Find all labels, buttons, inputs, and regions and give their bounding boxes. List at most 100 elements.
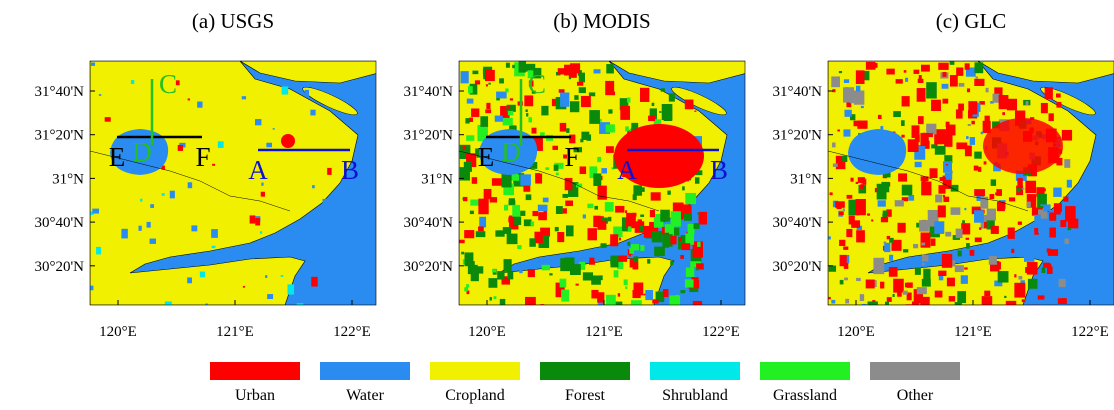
landcover-patch — [490, 297, 492, 300]
landcover-patch — [984, 161, 987, 164]
landcover-patch — [561, 290, 569, 302]
landcover-patch — [297, 303, 304, 310]
landcover-patch — [1043, 204, 1050, 211]
landcover-patch — [475, 266, 483, 273]
landcover-patch — [918, 116, 924, 124]
landcover-patch — [1026, 101, 1029, 105]
landcover-patch — [874, 63, 877, 68]
landcover-patch — [140, 199, 142, 202]
legend-swatch — [430, 362, 520, 380]
landcover-patch — [694, 235, 698, 241]
landcover-patch — [908, 195, 914, 201]
landcover-patch — [514, 265, 520, 270]
landcover-patch — [961, 275, 968, 284]
landcover-patch — [886, 69, 894, 75]
landcover-patch — [844, 278, 848, 281]
landcover-patch — [598, 186, 607, 200]
landcover-patch — [1038, 295, 1045, 299]
landcover-patch — [266, 143, 272, 147]
landcover-patch — [955, 265, 964, 272]
landcover-patch — [918, 79, 924, 83]
landcover-patch — [640, 225, 644, 231]
landcover-patch — [930, 168, 938, 178]
landcover-patch — [833, 163, 838, 166]
landcover-patch — [685, 193, 696, 204]
landcover-patch — [475, 80, 480, 84]
y-tick-label: 31°40'N — [772, 84, 822, 100]
landcover-patch — [696, 268, 698, 270]
landcover-patch — [880, 282, 884, 289]
landcover-patch — [991, 179, 996, 186]
landcover-patch — [512, 205, 520, 217]
landcover-patch — [478, 226, 484, 231]
landcover-patch — [615, 206, 624, 213]
landcover-patch — [935, 195, 942, 203]
landcover-patch — [570, 101, 579, 112]
landcover-patch — [843, 208, 845, 211]
landcover-patch — [684, 214, 692, 221]
landcover-patch — [605, 81, 614, 95]
landcover-patch — [645, 290, 653, 300]
landcover-patch — [593, 173, 601, 186]
y-tick-label: 31°N — [790, 171, 822, 187]
landcover-patch — [950, 75, 958, 86]
landcover-patch — [682, 243, 690, 250]
landcover-patch — [640, 245, 644, 251]
landcover-patch — [589, 258, 594, 264]
landcover-patch — [635, 305, 646, 316]
y-tick-label: 31°N — [52, 171, 84, 187]
landcover-patch — [1018, 222, 1022, 225]
landcover-patch — [556, 206, 563, 214]
landcover-patch — [895, 200, 904, 206]
legend-swatch — [760, 362, 850, 380]
landcover-patch — [519, 61, 526, 72]
landcover-patch — [484, 189, 492, 199]
landcover-patch — [478, 199, 488, 215]
landcover-patch — [657, 247, 664, 254]
section-label: A — [248, 155, 268, 185]
landcover-patch — [493, 296, 496, 299]
landcover-patch — [866, 62, 876, 70]
landcover-patch — [934, 221, 944, 234]
landcover-patch — [472, 177, 477, 184]
x-tick-label: 120°E — [837, 324, 875, 340]
landcover-patch — [554, 165, 559, 171]
landcover-patch — [463, 146, 466, 150]
landcover-patch — [942, 72, 946, 77]
landcover-patch — [883, 211, 888, 216]
landcover-patch — [579, 73, 585, 83]
x-tick-label: 121°E — [585, 324, 623, 340]
landcover-patch — [974, 152, 981, 159]
landcover-patch — [470, 211, 474, 214]
panel-title: (a) USGS — [192, 9, 274, 33]
landcover-patch — [862, 304, 867, 309]
landcover-patch — [839, 212, 844, 215]
landcover-patch — [835, 201, 845, 208]
landcover-patch — [526, 113, 528, 116]
landcover-patch — [570, 63, 580, 73]
landcover-patch — [674, 266, 681, 277]
landcover-patch — [984, 291, 990, 296]
landcover-patch — [922, 279, 931, 287]
landcover-patch — [896, 79, 903, 83]
landcover-patch — [856, 278, 861, 281]
landcover-patch — [942, 254, 952, 268]
landcover-patch — [218, 141, 224, 148]
landcover-patch — [576, 284, 579, 286]
landcover-patch — [863, 179, 867, 184]
landcover-patch — [1034, 228, 1039, 235]
landcover-patch — [652, 103, 655, 106]
landcover-patch — [669, 93, 675, 101]
landcover-patch — [504, 179, 509, 183]
legend-label: Grassland — [773, 387, 837, 404]
landcover-patch — [915, 267, 921, 274]
landcover-patch — [583, 214, 586, 218]
y-tick-label: 31°N — [421, 171, 453, 187]
landcover-patch — [632, 290, 640, 298]
y-tick-label: 30°20'N — [403, 259, 453, 275]
landcover-patch — [1053, 188, 1061, 197]
landcover-patch — [949, 296, 955, 301]
landcover-patch — [519, 270, 522, 273]
landcover-patch — [464, 287, 468, 291]
landcover-patch — [926, 124, 936, 135]
